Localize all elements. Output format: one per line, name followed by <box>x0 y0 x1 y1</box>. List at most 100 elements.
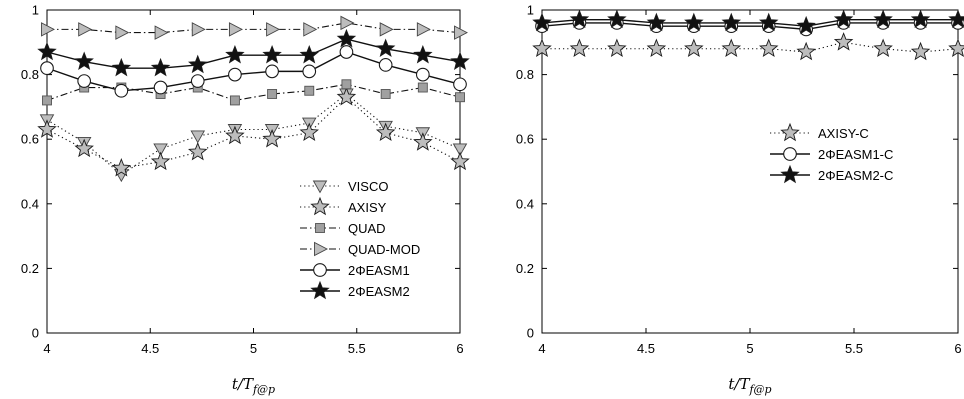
data-point <box>42 95 52 106</box>
data-point <box>684 12 704 32</box>
data-point <box>380 89 391 99</box>
data-point <box>115 25 130 40</box>
data-point <box>262 128 282 148</box>
legend: AXISY-C 2ΦEASM1-C 2ΦEASM2-C <box>770 122 893 184</box>
legend-marker <box>314 241 328 257</box>
data-point <box>833 9 854 28</box>
legend-marker <box>312 180 328 194</box>
series-line <box>542 41 959 53</box>
data-point <box>796 15 816 35</box>
data-point <box>299 122 319 142</box>
data-point <box>532 38 552 58</box>
legend-marker <box>310 196 330 216</box>
series-line <box>46 51 461 92</box>
legend-label: 2ΦEASM2 <box>348 284 410 299</box>
data-point <box>873 38 893 58</box>
data-point <box>150 151 171 171</box>
data-point <box>303 22 318 37</box>
data-point <box>721 12 742 32</box>
data-point <box>569 9 590 28</box>
data-point <box>188 54 208 74</box>
data-point <box>336 28 357 48</box>
data-point <box>225 44 245 64</box>
data-point <box>646 38 667 58</box>
series-line <box>47 22 461 34</box>
legend-marker <box>780 122 800 142</box>
data-point <box>41 22 55 37</box>
data-point <box>452 143 468 157</box>
data-point <box>375 38 396 58</box>
data-point <box>873 9 893 28</box>
series-quad-mod <box>41 15 468 40</box>
y-tick-label: 1 <box>32 3 39 18</box>
y-tick-label: 0.2 <box>516 261 534 276</box>
legend-label: AXISY <box>348 200 387 215</box>
data-point <box>684 38 704 58</box>
legend-marker <box>313 263 327 277</box>
y-tick-label: 0.2 <box>21 261 39 276</box>
y-tick-label: 0.4 <box>21 196 39 211</box>
x-axis-label: t/Tf@p <box>728 375 771 396</box>
x-axis-label-main: t/T <box>232 375 254 393</box>
series-2-easm2-c <box>532 9 964 35</box>
data-point <box>302 64 317 79</box>
data-point <box>299 44 319 64</box>
data-point <box>417 82 428 93</box>
series-2-easm1 <box>40 45 467 98</box>
data-point <box>153 143 168 157</box>
x-axis-label-subscript: f@p <box>748 383 771 396</box>
data-point <box>114 83 129 98</box>
data-point <box>229 95 240 106</box>
data-point <box>450 151 470 171</box>
legend-label: 2ΦEASM1-C <box>818 147 893 162</box>
data-point <box>225 125 245 145</box>
data-point <box>267 89 278 99</box>
y-tick-label: 0.8 <box>21 67 39 82</box>
data-point <box>532 12 552 32</box>
data-point <box>758 38 779 58</box>
data-point <box>375 122 396 142</box>
y-tick-label: 0 <box>32 326 39 341</box>
y-tick-label: 0.4 <box>516 196 534 211</box>
data-point <box>910 41 931 61</box>
data-point <box>910 9 931 28</box>
series-axisy <box>37 86 470 177</box>
data-point <box>948 9 964 28</box>
x-tick-label: 5 <box>250 341 257 356</box>
data-point <box>111 57 132 77</box>
legend-marker <box>310 280 330 300</box>
data-point <box>339 45 354 59</box>
x-tick-label: 5.5 <box>348 341 366 356</box>
data-point <box>74 51 94 70</box>
series-quad <box>42 79 465 106</box>
series-axisy-c <box>532 32 964 61</box>
data-point <box>758 12 779 32</box>
data-point <box>77 74 92 88</box>
series-line <box>46 96 461 169</box>
x-tick-label: 4 <box>43 341 50 356</box>
data-point <box>262 44 282 64</box>
data-point <box>607 9 627 28</box>
data-point <box>948 38 964 58</box>
data-point <box>415 67 430 82</box>
data-point <box>336 86 357 106</box>
data-point <box>74 138 94 158</box>
y-tick-label: 0.6 <box>21 132 39 147</box>
data-point <box>228 22 243 37</box>
y-tick-label: 0.8 <box>516 67 534 82</box>
y-tick-label: 1 <box>527 3 534 18</box>
data-point <box>304 85 315 96</box>
legend-label: AXISY-C <box>818 126 869 141</box>
data-point <box>266 22 281 37</box>
legend-marker <box>780 164 800 184</box>
data-point <box>111 158 132 177</box>
data-point <box>646 12 667 32</box>
x-tick-label: 5.5 <box>845 341 863 356</box>
x-tick-label: 6 <box>456 341 463 356</box>
series-line <box>46 38 461 69</box>
data-point <box>265 64 279 79</box>
data-point <box>569 38 590 58</box>
data-point <box>341 79 352 90</box>
x-tick-label: 4 <box>538 341 545 356</box>
